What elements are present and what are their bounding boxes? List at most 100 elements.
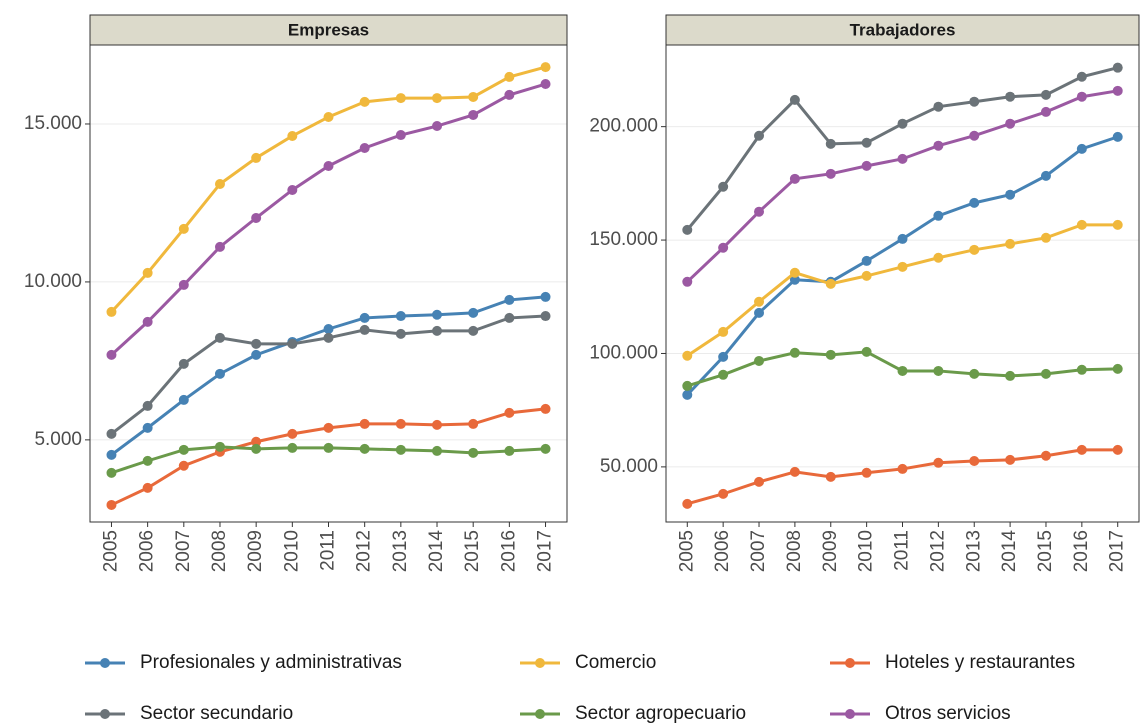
point — [142, 267, 153, 278]
point — [142, 400, 153, 411]
point — [251, 349, 262, 360]
point — [251, 338, 262, 349]
point — [142, 455, 153, 466]
y-tick-label: 150.000 — [589, 229, 658, 250]
point — [540, 443, 551, 454]
point — [323, 112, 334, 123]
point — [825, 471, 836, 482]
point — [395, 311, 406, 322]
point — [251, 443, 262, 454]
legend-label: Sector agropecuario — [575, 703, 746, 724]
point — [359, 324, 370, 335]
panel: 5.000 10.000 15.000 2005 2006 2007 2008 2009 201… — [24, 14, 568, 573]
point — [106, 499, 117, 510]
point — [106, 306, 117, 317]
point — [933, 101, 944, 112]
point — [789, 267, 800, 278]
x-tick-label: 2006 — [712, 530, 733, 572]
point — [789, 173, 800, 184]
point — [1076, 444, 1087, 455]
point — [897, 153, 908, 164]
point — [504, 407, 515, 418]
point — [540, 79, 551, 90]
point — [682, 498, 693, 509]
point — [754, 206, 765, 217]
point — [789, 94, 800, 105]
point — [468, 418, 479, 429]
point — [287, 184, 298, 195]
point — [1005, 189, 1016, 200]
strip — [89, 14, 568, 46]
legend-label: Sector secundario — [140, 703, 293, 724]
point — [682, 380, 693, 391]
point — [432, 93, 443, 104]
point — [861, 160, 872, 171]
point — [1076, 91, 1087, 102]
point — [718, 242, 729, 253]
x-tick-label: 2005 — [676, 530, 697, 572]
point — [142, 482, 153, 493]
strip-title: Empresas — [288, 20, 369, 39]
point — [395, 130, 406, 141]
point — [178, 279, 189, 290]
x-tick-label: 2014 — [999, 530, 1020, 573]
point — [1076, 219, 1087, 230]
point — [897, 233, 908, 244]
point — [323, 442, 334, 453]
x-tick-label: 2009 — [820, 530, 841, 572]
x-tick-label: 2016 — [498, 530, 519, 572]
point — [106, 349, 117, 360]
legend-dot — [535, 658, 545, 668]
y-tick-label: 10.000 — [24, 271, 82, 292]
point — [504, 445, 515, 456]
point — [1112, 444, 1123, 455]
x-tick-label: 2010 — [281, 530, 302, 572]
point — [1005, 91, 1016, 102]
point — [323, 323, 334, 334]
point — [825, 138, 836, 149]
point — [933, 457, 944, 468]
legend-item: Sector secundario — [85, 703, 293, 724]
point — [718, 488, 729, 499]
x-tick-label: 2013 — [963, 530, 984, 572]
point — [825, 168, 836, 179]
point — [1076, 143, 1087, 154]
point — [933, 140, 944, 151]
x-tick-label: 2014 — [426, 530, 447, 573]
point — [323, 422, 334, 433]
point — [214, 368, 225, 379]
point — [969, 368, 980, 379]
series-line — [686, 448, 1118, 506]
point — [1005, 370, 1016, 381]
point — [754, 296, 765, 307]
legend-label: Otros servicios — [885, 703, 1011, 724]
point — [861, 346, 872, 357]
point — [1112, 363, 1123, 374]
legend-dot — [535, 709, 545, 719]
point — [214, 241, 225, 252]
point — [395, 93, 406, 104]
point — [540, 403, 551, 414]
point — [359, 142, 370, 153]
point — [540, 62, 551, 73]
point — [432, 309, 443, 320]
point — [1112, 131, 1123, 142]
series-line — [110, 82, 546, 356]
point — [1076, 71, 1087, 82]
x-tick-label: 2008 — [784, 530, 805, 572]
x-tick-label: 2015 — [462, 530, 483, 572]
point — [142, 316, 153, 327]
y-tick-label: 200.000 — [589, 116, 658, 137]
point — [178, 358, 189, 369]
point — [251, 436, 262, 447]
point — [359, 443, 370, 454]
point — [178, 460, 189, 471]
x-tick-label: 2008 — [209, 530, 230, 572]
point — [682, 350, 693, 361]
x-tick-label: 2005 — [100, 530, 121, 572]
point — [897, 463, 908, 474]
point — [106, 428, 117, 439]
point — [718, 351, 729, 362]
